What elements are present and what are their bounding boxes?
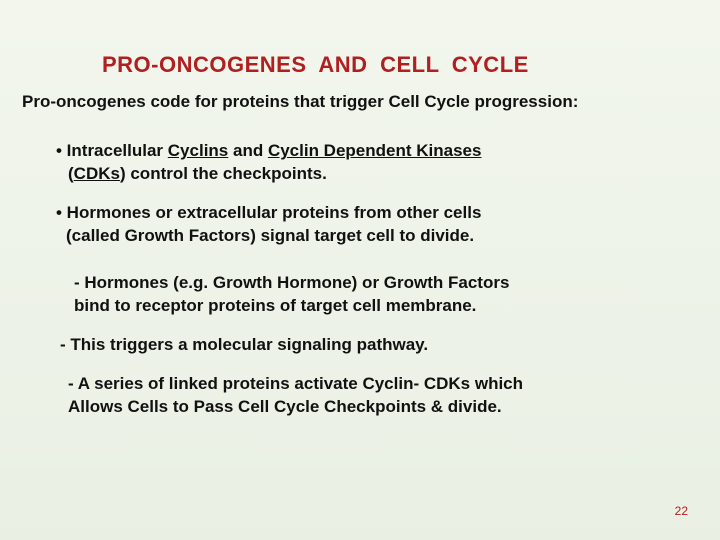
bullet-2-l1: • Hormones or extracellular proteins fro… [56, 203, 481, 222]
bullet-1-u1: Cyclins [168, 141, 228, 160]
slide: PRO-ONCOGENES AND CELL CYCLE Pro-oncogen… [0, 0, 720, 540]
sub-bullet-3: - A series of linked proteins activate C… [68, 373, 700, 419]
bullet-2-l2: (called Growth Factors) signal target ce… [66, 226, 474, 245]
page-number: 22 [675, 504, 688, 518]
sub-3-l2: Allows Cells to Pass Cell Cycle Checkpoi… [68, 397, 502, 416]
sub-3-l1: - A series of linked proteins activate C… [68, 374, 523, 393]
bullet-1-pre: • Intracellular [56, 141, 168, 160]
sub-bullet-1: - Hormones (e.g. Growth Hormone) or Grow… [74, 272, 700, 318]
sub-1-l1: - Hormones (e.g. Growth Hormone) or Grow… [74, 273, 509, 292]
slide-subtitle: Pro-oncogenes code for proteins that tri… [22, 92, 700, 112]
sub-1-l2: bind to receptor proteins of target cell… [74, 296, 476, 315]
bullet-1-l2u: CDKs [74, 164, 120, 183]
sub-2: - This triggers a molecular signaling pa… [60, 335, 428, 354]
bullet-2: • Hormones or extracellular proteins fro… [56, 202, 700, 248]
slide-title: PRO-ONCOGENES AND CELL CYCLE [102, 52, 700, 78]
bullet-1-u2: Cyclin Dependent Kinases [268, 141, 482, 160]
sub-bullet-2: - This triggers a molecular signaling pa… [60, 334, 700, 357]
bullet-1: • Intracellular Cyclins and Cyclin Depen… [56, 140, 700, 186]
bullet-1-mid: and [228, 141, 268, 160]
bullet-1-l2b: ) control the checkpoints. [120, 164, 327, 183]
